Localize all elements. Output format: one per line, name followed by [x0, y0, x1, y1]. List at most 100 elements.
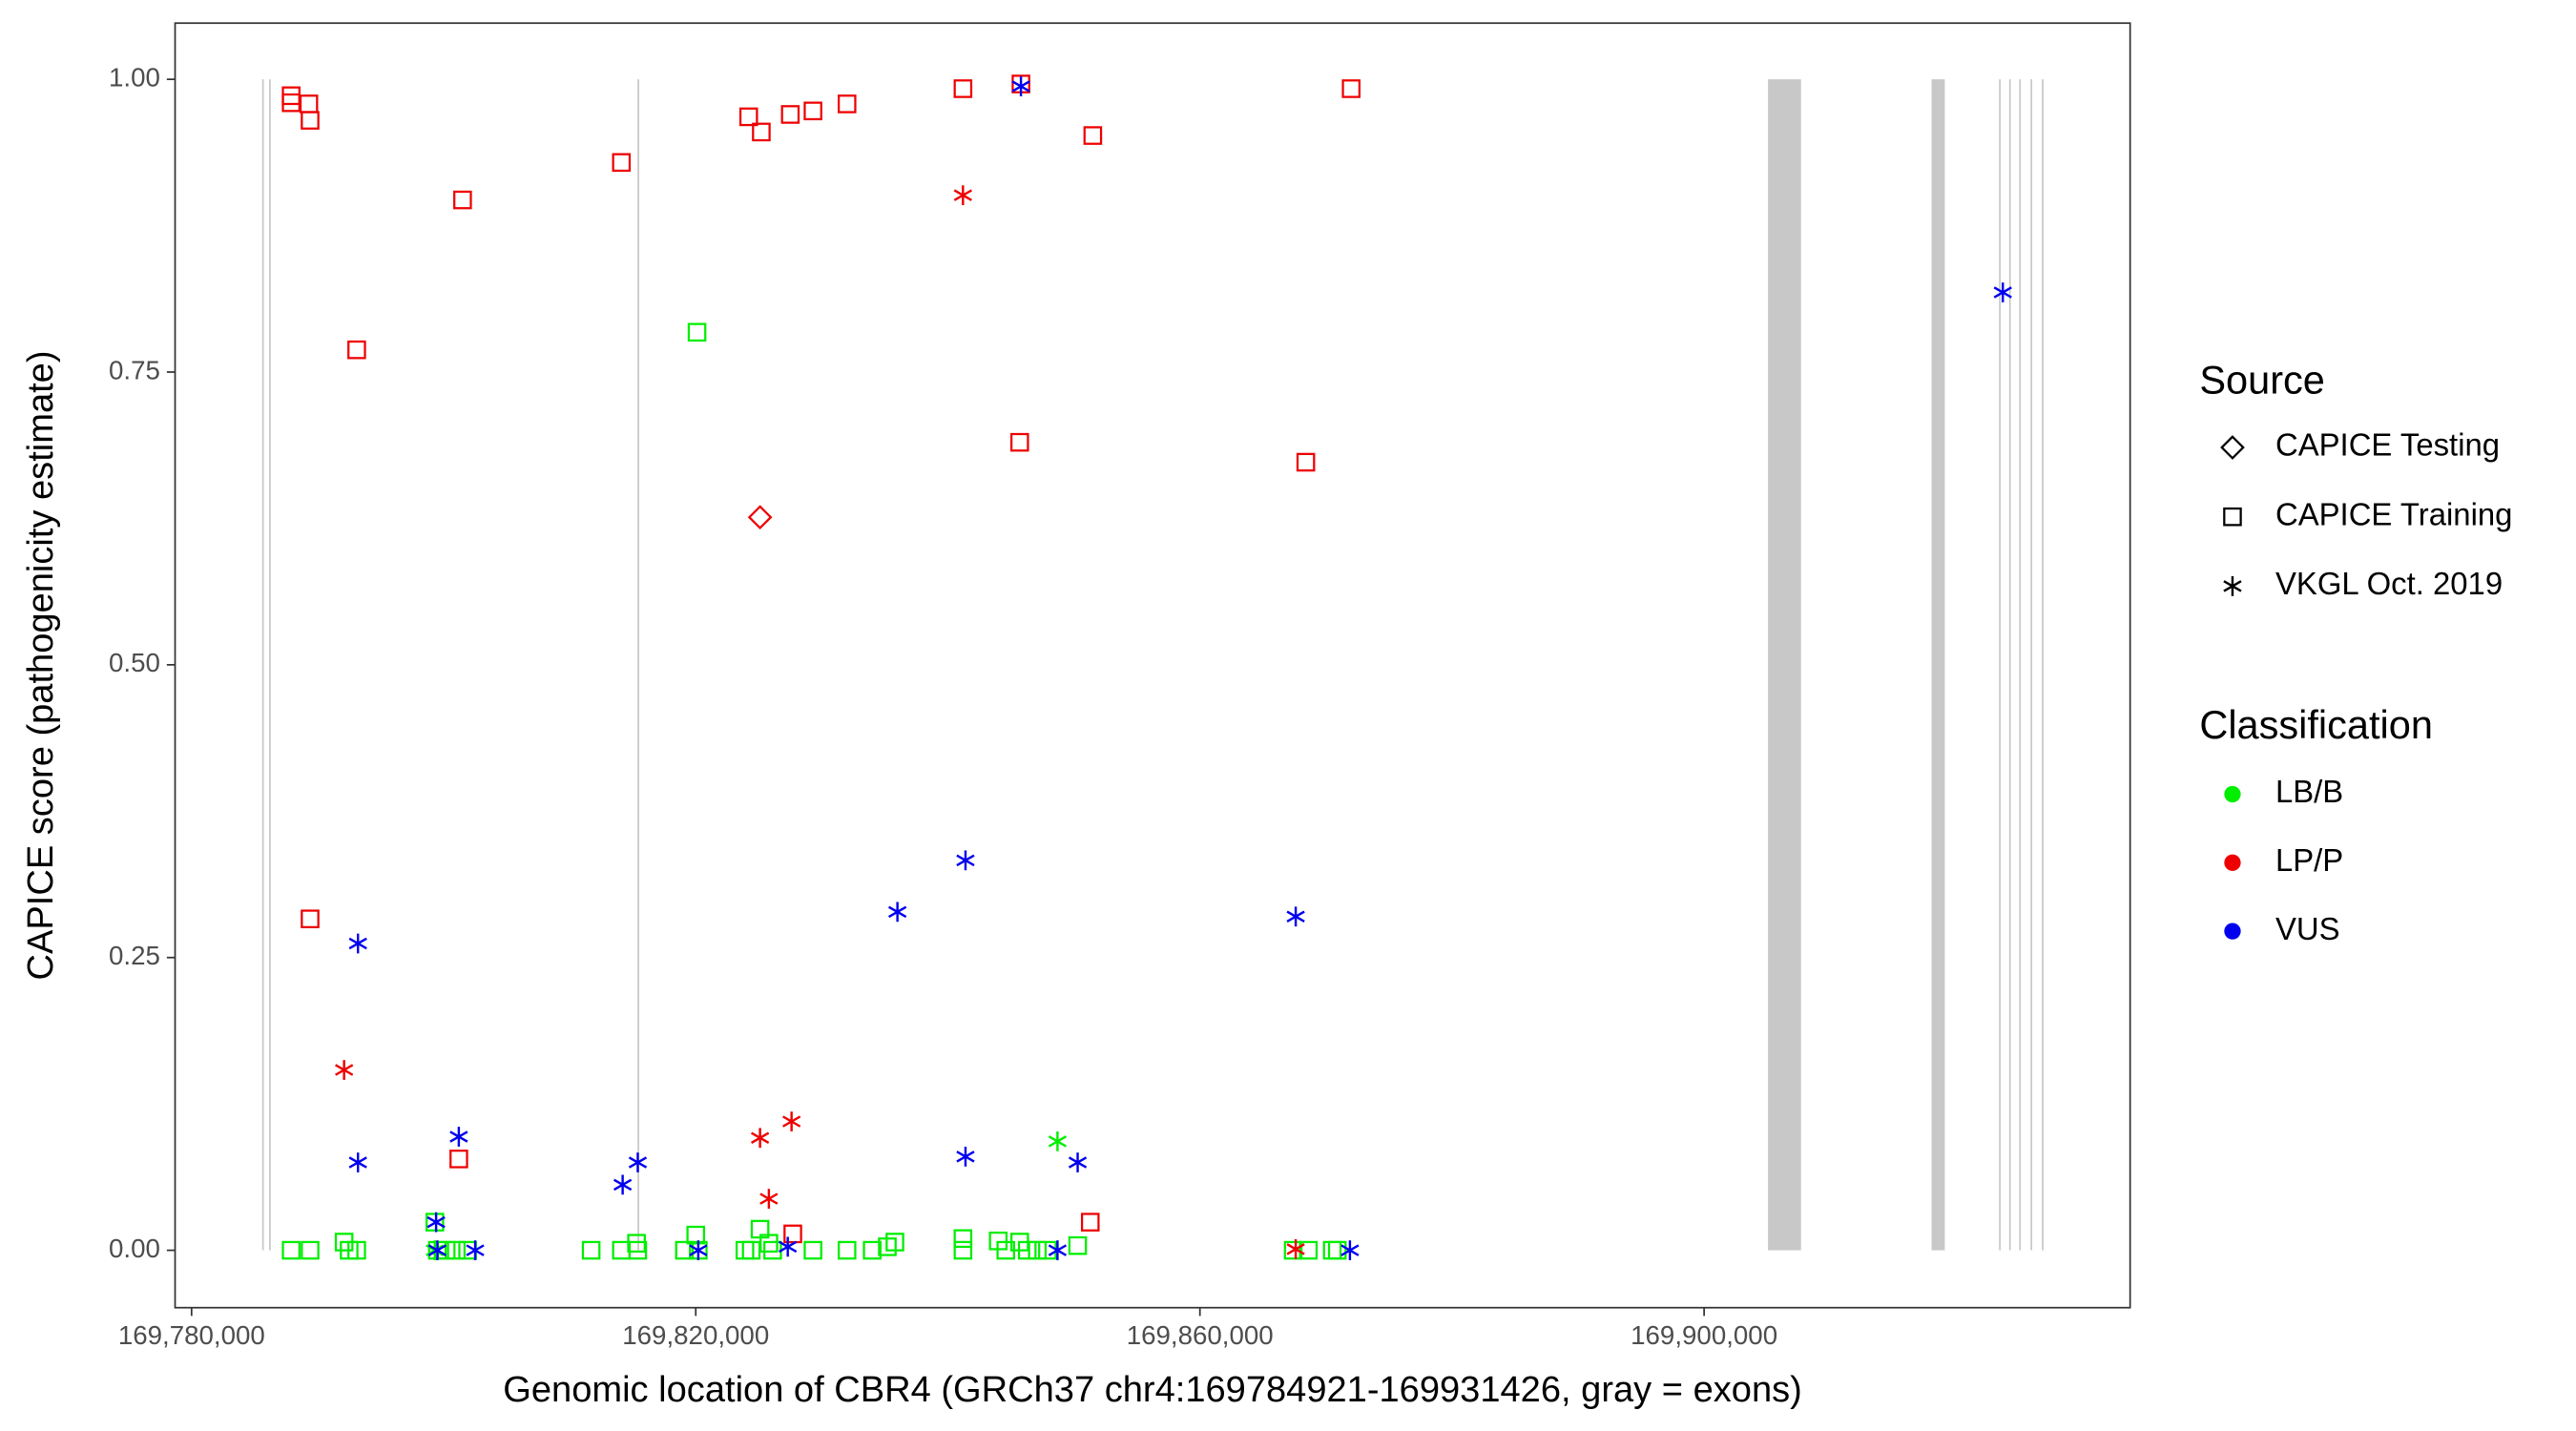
point [759, 1189, 779, 1209]
legend-label: CAPICE Training [2275, 496, 2513, 531]
point [1017, 1240, 1037, 1260]
point [953, 1229, 973, 1249]
point [687, 322, 707, 342]
point [759, 1234, 779, 1253]
legend-title: Source [2199, 357, 2325, 402]
point [780, 105, 800, 124]
legend-label: VUS [2275, 911, 2340, 946]
point [1048, 1131, 1068, 1151]
legend-label: LB/B [2275, 774, 2343, 809]
point [1009, 432, 1029, 452]
legend-label: VKGL Oct. 2019 [2275, 566, 2503, 601]
legend-title: Classification [2199, 702, 2433, 747]
point [340, 1240, 359, 1260]
point [1296, 452, 1316, 472]
point [449, 1127, 468, 1147]
point [281, 1240, 301, 1260]
asterisk-stroke [779, 1240, 798, 1254]
point [1083, 126, 1103, 145]
asterisk-stroke [953, 189, 972, 201]
asterisk-stroke [348, 937, 367, 950]
point [453, 190, 472, 210]
exon [2019, 79, 2022, 1251]
legend-symbol [2220, 435, 2245, 460]
point [741, 1240, 761, 1260]
asterisk-stroke [956, 854, 975, 867]
exon [1931, 79, 1945, 1251]
point [426, 1240, 445, 1260]
point [426, 1212, 446, 1233]
legend-symbol [2223, 507, 2242, 527]
exon [261, 79, 264, 1251]
point [1286, 1238, 1305, 1259]
asterisk-stroke [1340, 1244, 1360, 1256]
legend-label: LP/P [2275, 842, 2343, 878]
asterisk-stroke [426, 1244, 445, 1256]
plot-border [174, 22, 2131, 1309]
point [348, 933, 367, 954]
asterisk-stroke [1011, 80, 1030, 93]
point [347, 340, 366, 360]
y-tick-label: 1.00 [109, 62, 160, 92]
point [803, 1240, 822, 1260]
y-tick-label: 0.25 [109, 941, 160, 970]
asterisk-stroke [1068, 1156, 1088, 1169]
point [1068, 1235, 1088, 1255]
exon [637, 79, 639, 1251]
legend-label: CAPICE Testing [2275, 427, 2500, 463]
point [1993, 282, 2012, 302]
asterisk-stroke [1048, 1135, 1068, 1148]
point [1048, 1240, 1068, 1260]
point [803, 101, 822, 121]
point [335, 1060, 354, 1080]
y-tick-label: 0.50 [109, 648, 160, 677]
asterisk-stroke [1286, 910, 1305, 923]
asterisk-stroke [1286, 1243, 1305, 1255]
point [581, 1240, 601, 1260]
asterisk-stroke [426, 1215, 446, 1229]
point [613, 1174, 633, 1195]
point [885, 1233, 904, 1252]
point [779, 1236, 798, 1257]
point [838, 1240, 857, 1260]
point [738, 107, 758, 127]
point [301, 111, 320, 130]
asterisk-stroke [759, 1192, 779, 1205]
point [686, 1225, 706, 1245]
asterisk-stroke [427, 1244, 447, 1256]
point [1080, 1213, 1100, 1232]
point [1068, 1152, 1088, 1172]
point [612, 153, 632, 173]
asterisk-stroke [348, 1156, 367, 1169]
point [447, 1240, 467, 1260]
exon [269, 79, 271, 1251]
point [627, 1234, 646, 1253]
point [1341, 79, 1361, 98]
asterisk-stroke [2223, 580, 2242, 592]
point [301, 909, 320, 928]
x-tick-label: 169,820,000 [622, 1320, 769, 1350]
x-tick-label: 169,780,000 [118, 1320, 265, 1350]
x-tick-label: 169,860,000 [1127, 1320, 1274, 1350]
point [838, 94, 857, 114]
x-axis-title: Genomic location of CBR4 (GRCh37 chr4:16… [503, 1370, 1802, 1410]
exon [2030, 79, 2033, 1251]
exon [2008, 79, 2011, 1251]
point [449, 1150, 468, 1169]
point [953, 1240, 973, 1260]
point [628, 1240, 648, 1260]
asterisk-stroke [449, 1130, 468, 1143]
asterisk-stroke [628, 1156, 648, 1169]
asterisk-stroke [613, 1178, 633, 1192]
point [862, 1240, 882, 1260]
point [628, 1152, 648, 1172]
point [747, 505, 773, 530]
legend-symbol [2224, 785, 2241, 803]
point [782, 1111, 801, 1131]
exon [1768, 79, 1801, 1251]
asterisk-stroke [956, 1151, 975, 1163]
point [281, 93, 301, 113]
point [1327, 1240, 1347, 1260]
